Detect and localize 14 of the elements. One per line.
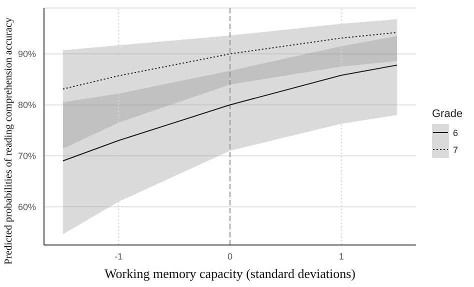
x-tick-label: -1: [114, 251, 123, 262]
x-tick-label: 0: [227, 251, 233, 262]
y-tick-label: 90%: [18, 49, 36, 60]
legend-label: 6: [453, 128, 458, 138]
legend-label: 7: [453, 144, 458, 154]
legend-title: Grade: [432, 108, 463, 120]
line-series: [62, 32, 398, 90]
line-series: [62, 64, 398, 162]
x-tick-label: 1: [338, 251, 344, 262]
y-tick-label: 70%: [18, 151, 36, 161]
y-axis-title: Predicted probabilities of reading comprehension accuracy: [4, 18, 14, 264]
y-tick-label: 80%: [18, 100, 36, 110]
x-axis-title: Working memory capacity (standard deviations): [104, 266, 356, 282]
y-tick-label: 60%: [18, 202, 36, 212]
